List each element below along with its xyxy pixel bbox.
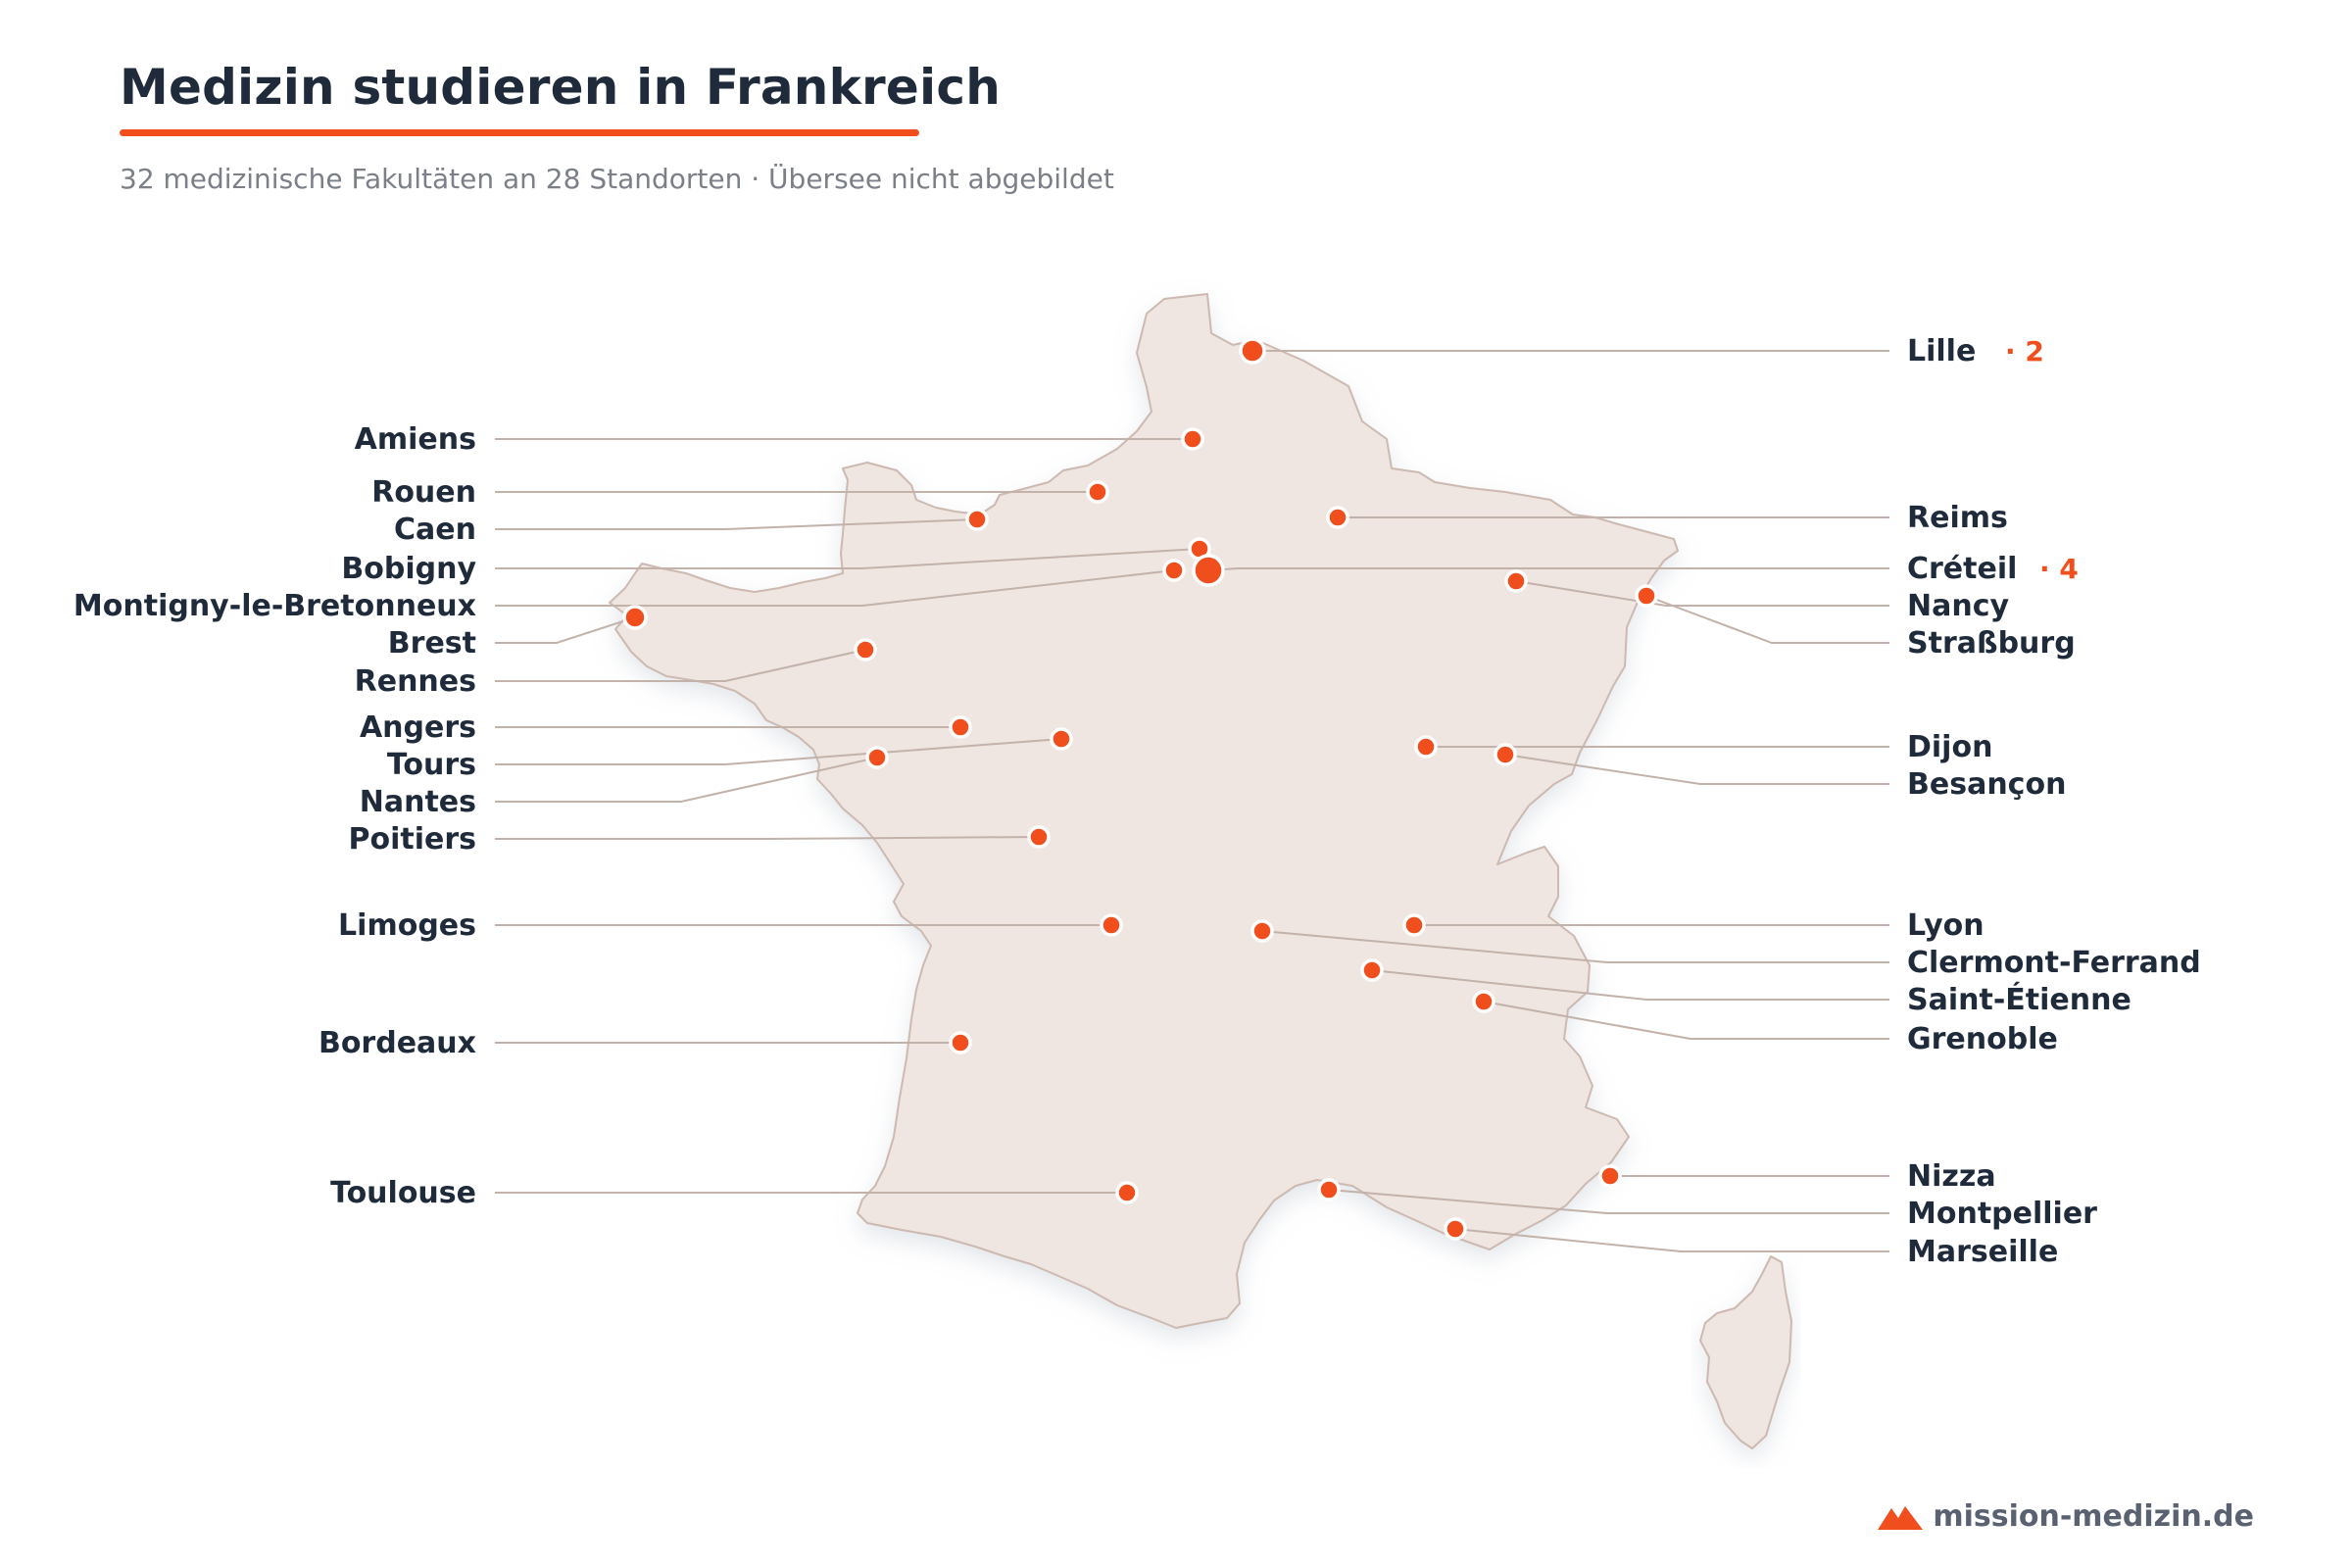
city-marker-bordeaux[interactable] <box>949 1031 972 1054</box>
faculty-count-lille: · 2 <box>2005 335 2044 368</box>
city-marker-strassburg[interactable] <box>1635 584 1658 608</box>
corsica-shape <box>1699 1255 1792 1449</box>
city-label-creteil: Créteil <box>1907 552 2017 586</box>
city-marker-besancon[interactable] <box>1494 743 1517 766</box>
city-label-toulouse: Toulouse <box>330 1176 476 1210</box>
city-marker-angers[interactable] <box>949 715 972 739</box>
brand-logo: mission-medizin.de <box>1878 1499 2254 1534</box>
leader-line-bobigny <box>495 548 1200 569</box>
land-layer <box>609 293 1792 1449</box>
city-label-lille: Lille <box>1907 334 1976 368</box>
leader-line-nantes <box>495 757 878 803</box>
leader-line-brest <box>495 616 636 644</box>
leader-line-clermont <box>1261 930 1889 963</box>
mountain-icon <box>1878 1505 1924 1530</box>
city-marker-nizza[interactable] <box>1598 1164 1622 1188</box>
city-marker-marseille[interactable] <box>1444 1217 1467 1241</box>
city-marker-rouen[interactable] <box>1086 480 1109 504</box>
city-label-poitiers: Poitiers <box>348 822 476 857</box>
city-label-nancy: Nancy <box>1907 589 2009 623</box>
city-marker-grenoble[interactable] <box>1472 990 1495 1013</box>
city-marker-lille[interactable] <box>1239 337 1266 365</box>
city-marker-limoges[interactable] <box>1100 913 1123 937</box>
city-label-grenoble: Grenoble <box>1907 1022 2058 1056</box>
city-label-amiens: Amiens <box>355 422 476 457</box>
city-label-strassburg: Straßburg <box>1907 626 2076 661</box>
city-label-brest: Brest <box>388 626 476 661</box>
city-marker-dijon[interactable] <box>1414 735 1438 759</box>
leader-line-montigny <box>495 569 1175 607</box>
city-label-lyon: Lyon <box>1907 908 1984 943</box>
leader-line-montpellier <box>1328 1189 1889 1214</box>
leader-line-nancy <box>1515 580 1889 607</box>
city-marker-stetienne[interactable] <box>1360 958 1384 982</box>
city-markers <box>622 337 1658 1241</box>
city-label-dijon: Dijon <box>1907 730 1992 764</box>
city-label-angers: Angers <box>360 710 476 745</box>
leader-line-poitiers <box>495 836 1040 840</box>
city-label-nizza: Nizza <box>1907 1159 1996 1194</box>
city-marker-brest[interactable] <box>622 605 648 630</box>
city-label-montigny: Montigny-le-Bretonneux <box>74 589 476 623</box>
city-label-bobigny: Bobigny <box>341 552 476 586</box>
leader-line-strassburg <box>1645 595 1889 644</box>
city-label-montpellier: Montpellier <box>1907 1197 2097 1231</box>
city-marker-tours[interactable] <box>1050 727 1073 751</box>
city-label-reims: Reims <box>1907 501 2008 535</box>
city-label-limoges: Limoges <box>338 908 476 943</box>
city-marker-caen[interactable] <box>965 508 989 531</box>
faculty-count-creteil: · 4 <box>2039 553 2079 585</box>
page-title: Medizin studieren in Frankreich <box>120 59 1001 116</box>
city-label-rouen: Rouen <box>371 475 476 510</box>
leader-line-marseille <box>1454 1228 1889 1252</box>
city-marker-amiens[interactable] <box>1181 427 1204 451</box>
city-marker-montigny[interactable] <box>1162 559 1186 582</box>
leader-line-besancon <box>1504 754 1889 785</box>
leader-line-grenoble <box>1483 1001 1889 1040</box>
city-label-caen: Caen <box>394 513 476 547</box>
page-subtitle: 32 medizinische Fakultäten an 28 Standor… <box>120 163 1114 195</box>
city-marker-poitiers[interactable] <box>1027 825 1051 849</box>
leader-line-stetienne <box>1371 969 1889 1001</box>
city-label-rennes: Rennes <box>355 664 476 699</box>
city-marker-reims[interactable] <box>1326 506 1349 529</box>
city-label-bordeaux: Bordeaux <box>318 1026 476 1060</box>
leader-line-rennes <box>495 649 866 682</box>
mainland-shape <box>609 293 1679 1329</box>
brand-text: mission-medizin.de <box>1933 1499 2254 1534</box>
city-marker-nantes[interactable] <box>865 746 889 769</box>
leader-line-caen <box>495 518 978 530</box>
city-marker-clermont[interactable] <box>1250 919 1274 943</box>
city-label-stetienne: Saint-Étienne <box>1907 982 2132 1017</box>
city-label-nantes: Nantes <box>360 785 476 819</box>
title-underline <box>120 129 919 136</box>
city-marker-rennes[interactable] <box>854 638 877 662</box>
city-label-besancon: Besançon <box>1907 767 2066 802</box>
city-marker-nancy[interactable] <box>1504 569 1528 593</box>
city-marker-montpellier[interactable] <box>1317 1178 1341 1201</box>
city-marker-lyon[interactable] <box>1402 913 1426 937</box>
city-label-clermont: Clermont-Ferrand <box>1907 946 2201 980</box>
city-marker-toulouse[interactable] <box>1115 1181 1139 1204</box>
city-label-tours: Tours <box>387 748 476 782</box>
city-label-marseille: Marseille <box>1907 1235 2058 1269</box>
city-marker-creteil[interactable] <box>1192 554 1225 587</box>
leader-line-tours <box>495 738 1062 765</box>
